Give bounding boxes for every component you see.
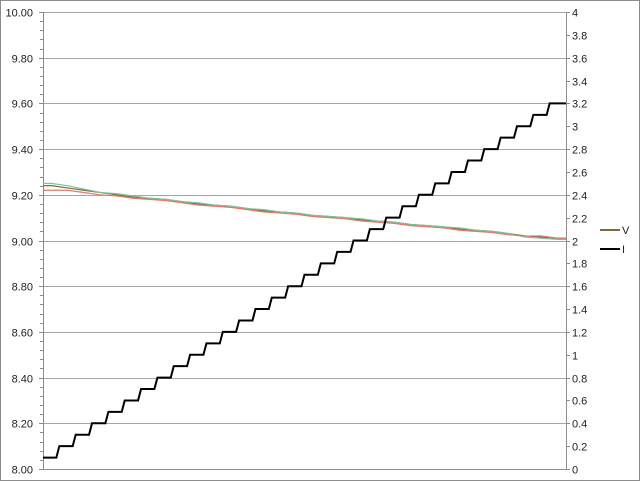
right-tick-label: 1 [572, 351, 578, 363]
right-tick-label: 0.6 [572, 396, 587, 408]
right-tick-label: 3.4 [572, 77, 587, 89]
left-tick-label: 8.40 [12, 374, 33, 386]
right-tick-label: 2.8 [572, 145, 587, 157]
right-tick-label: 2.2 [572, 214, 587, 226]
legend-label-I: I [622, 244, 625, 256]
left-tick-label: 8.00 [12, 465, 33, 477]
left-tick-label: 9.40 [12, 145, 33, 157]
left-tick-label: 8.80 [12, 282, 33, 294]
right-tick-label: 1.8 [572, 259, 587, 271]
left-tick-label: 9.00 [12, 237, 33, 249]
right-tick-label: 2 [572, 237, 578, 249]
right-tick-label: 3.6 [572, 54, 587, 66]
right-tick-label: 3.8 [572, 31, 587, 43]
left-tick-label: 9.60 [12, 99, 33, 111]
left-tick-label: 8.20 [12, 419, 33, 431]
right-tick-label: 0.8 [572, 374, 587, 386]
right-tick-label: 0 [572, 465, 578, 477]
left-tick-label: 10.00 [5, 8, 33, 20]
series-trace-1 [43, 182, 566, 240]
right-tick-label: 0.2 [572, 442, 587, 454]
right-tick-label: 1.2 [572, 328, 587, 340]
series-I-line [43, 102, 566, 459]
left-tick-label: 8.60 [12, 328, 33, 340]
right-tick-label: 0.4 [572, 419, 587, 431]
right-tick-label: 2.4 [572, 191, 587, 203]
right-tick-label: 4 [572, 8, 578, 20]
right-tick-label: 2.6 [572, 168, 587, 180]
left-tick-label: 9.20 [12, 191, 33, 203]
right-tick-label: 1.6 [572, 282, 587, 294]
left-tick-label: 9.80 [12, 54, 33, 66]
right-tick-label: 1.4 [572, 305, 587, 317]
right-tick-label: 3.2 [572, 99, 587, 111]
legend-label-V: V [622, 225, 630, 237]
series-trace-2 [43, 189, 566, 239]
right-tick-label: 3 [572, 122, 578, 134]
